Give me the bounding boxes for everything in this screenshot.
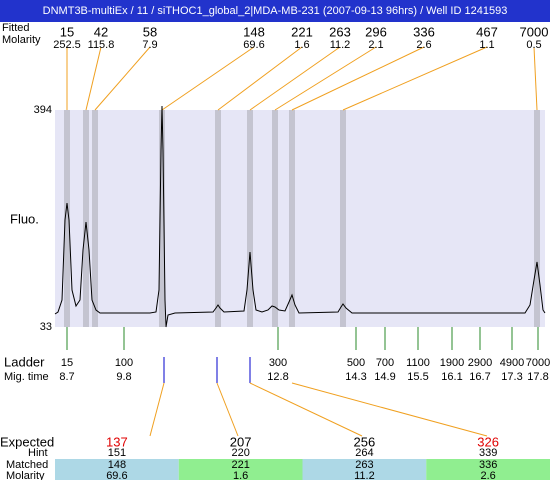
fluorescence-trace: [54, 105, 546, 328]
expected-connector: [249, 382, 363, 437]
ladder-time: 14.9: [374, 371, 395, 383]
table-cell: [55, 459, 179, 480]
title: DNMT3B-multiEx / 11 / siTHOC1_global_2|M…: [43, 5, 508, 17]
peak-molarity: 1.1: [479, 39, 494, 51]
matched-molarity: 69.6: [106, 470, 127, 480]
ladder-time: 17.3: [501, 371, 522, 383]
peak-molarity: 2.1: [368, 39, 383, 51]
ladder-size: 2900: [468, 357, 492, 369]
ladder-size: 1100: [406, 357, 430, 369]
expected-connector: [149, 382, 165, 437]
plot-area: [55, 110, 545, 327]
y-max-label: 394: [34, 104, 52, 116]
peak-connector: [291, 46, 425, 111]
matched-size: 336: [479, 459, 497, 471]
ladder-size: 500: [347, 357, 365, 369]
matched-molarity: 2.6: [481, 470, 496, 480]
peak-size: 467: [476, 24, 498, 39]
ladder-time: 12.8: [267, 371, 288, 383]
matched-molarity: 1.6: [233, 470, 248, 480]
peak-molarity: 1.6: [294, 39, 309, 51]
ladder-header: Ladder: [4, 354, 45, 369]
peak-size: 7000: [520, 24, 549, 39]
matched-size: 263: [355, 459, 373, 471]
peak-size: 221: [291, 24, 313, 39]
peak-band: [215, 110, 221, 327]
peak-size: 296: [365, 24, 387, 39]
hint-header: Hint: [28, 447, 48, 459]
peak-band: [159, 110, 165, 327]
table-cell: [178, 459, 303, 480]
ladder-time: 9.8: [116, 371, 131, 383]
molarity-row-header: Molarity: [6, 470, 45, 480]
ladder-size: 7000: [526, 357, 550, 369]
peak-band: [340, 110, 346, 327]
peak-size: 263: [329, 24, 351, 39]
expected-size: 207: [230, 434, 252, 449]
peak-size: 148: [243, 24, 265, 39]
expected-header: Expected: [0, 434, 54, 449]
table-cell: [426, 459, 550, 480]
peak-connector: [249, 46, 341, 111]
ladder-size: 1900: [440, 357, 464, 369]
expected-connector: [291, 382, 488, 437]
ladder-size: 700: [376, 357, 394, 369]
ladder-time: 15.5: [407, 371, 428, 383]
matched-size: 221: [231, 459, 249, 471]
peak-band: [64, 110, 70, 327]
matched-header: Matched: [6, 459, 48, 471]
ladder-size: 4900: [500, 357, 524, 369]
peak-band: [83, 110, 89, 327]
peak-molarity: 7.9: [142, 39, 157, 51]
peak-size: 336: [413, 24, 435, 39]
ladder-size: 300: [269, 357, 287, 369]
peak-connector: [161, 46, 255, 111]
peak-molarity: 69.6: [243, 39, 264, 51]
expected-size: 137: [106, 434, 128, 449]
peak-size: 15: [60, 24, 74, 39]
expected-size: 256: [354, 434, 376, 449]
hint-size: 220: [231, 447, 249, 459]
peak-connector: [85, 46, 102, 111]
peak-band: [247, 110, 253, 327]
table-cell: [302, 459, 427, 480]
title-bar: [0, 0, 550, 22]
ladder-time: 14.3: [345, 371, 366, 383]
peak-connector: [274, 46, 377, 111]
peak-molarity: 115.8: [88, 39, 115, 51]
ladder-time: 8.7: [59, 371, 74, 383]
matched-molarity: 11.2: [354, 470, 375, 480]
ladder-time: 17.8: [527, 371, 548, 383]
peak-band: [272, 110, 278, 327]
ladder-time: 16.1: [441, 371, 462, 383]
y-axis-label: Fluo.: [10, 211, 39, 226]
size-header: Fitted: [2, 22, 30, 34]
peak-molarity: 11.2: [330, 39, 351, 51]
mig-time-header: Mig. time: [4, 371, 49, 383]
peak-band: [92, 110, 98, 327]
peak-molarity: 252.5: [53, 39, 81, 51]
molarity-header: Molarity: [2, 34, 41, 46]
peak-connector: [533, 46, 538, 111]
peak-band: [534, 110, 540, 327]
ladder-size: 15: [61, 357, 73, 369]
hint-size: 151: [108, 447, 126, 459]
peak-connector: [217, 46, 303, 111]
peak-connector: [342, 46, 488, 111]
ladder-time: 16.7: [469, 371, 490, 383]
peak-molarity: 2.6: [416, 39, 431, 51]
hint-size: 264: [355, 447, 373, 459]
peak-size: 58: [143, 24, 157, 39]
ladder-size: 100: [115, 357, 133, 369]
peak-molarity: 0.5: [526, 39, 541, 51]
matched-size: 148: [108, 459, 126, 471]
expected-connector: [216, 382, 239, 437]
expected-size: 326: [477, 434, 499, 449]
peak-size: 42: [94, 24, 108, 39]
peak-band: [289, 110, 295, 327]
y-min-label: 33: [40, 321, 52, 333]
hint-size: 339: [479, 447, 497, 459]
peak-connector: [94, 46, 151, 111]
